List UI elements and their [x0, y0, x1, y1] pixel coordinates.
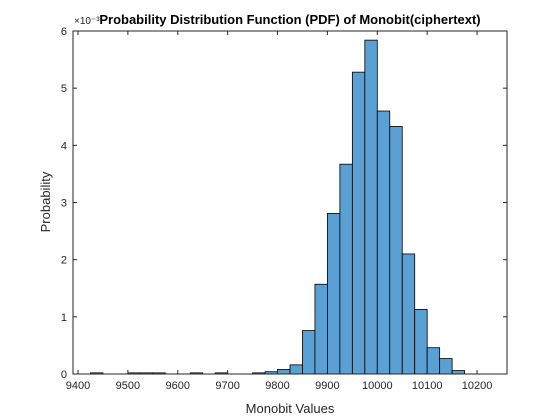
- plot-area-background: [73, 31, 507, 374]
- y-axis-label: Probability: [38, 171, 53, 232]
- x-tick-label: 9900: [315, 380, 339, 392]
- x-tick-label: 9400: [66, 380, 90, 392]
- y-tick-label: 2: [61, 255, 67, 267]
- histogram-bar: [389, 126, 403, 375]
- histogram-bar: [376, 110, 391, 375]
- chart-title: Probability Distribution Function (PDF) …: [99, 12, 480, 27]
- histogram-bar: [339, 163, 353, 375]
- y-axis-ticks: 0 1 2 3 4 5 6: [61, 26, 507, 381]
- y-axis-exponent-label: ×10⁻³: [74, 16, 100, 27]
- histogram-bar: [277, 369, 291, 375]
- histogram-bar: [302, 330, 316, 375]
- histogram-bar: [426, 347, 441, 375]
- y-tick-label: 0: [61, 369, 67, 381]
- x-tick-label: 10100: [412, 380, 443, 392]
- x-tick-label: 10200: [462, 380, 493, 392]
- y-tick-label: 5: [61, 83, 67, 95]
- histogram-bar: [351, 71, 366, 375]
- histogram-bar: [289, 364, 303, 375]
- histogram-bar: [314, 283, 328, 375]
- y-tick-label: 6: [61, 26, 67, 38]
- histogram-bars: [90, 39, 465, 375]
- histogram-bar: [401, 253, 416, 375]
- x-axis-label: Monobit Values: [246, 401, 335, 416]
- y-tick-label: 3: [61, 198, 67, 210]
- histogram-bar: [364, 39, 378, 375]
- x-tick-label: 9500: [116, 380, 140, 392]
- histogram-bar: [414, 309, 428, 375]
- y-tick-label: 4: [61, 140, 67, 152]
- x-tick-label: 10000: [362, 380, 393, 392]
- x-axis-ticks: 9400 9500 9600 9700 9800 9900 10000 10100 10200: [66, 31, 493, 392]
- x-tick-label: 9700: [215, 380, 239, 392]
- histogram-bar: [439, 358, 453, 375]
- x-tick-label: 9600: [166, 380, 190, 392]
- y-tick-label: 1: [61, 312, 67, 324]
- histogram-bar: [327, 212, 341, 375]
- histogram-bar: [451, 370, 465, 375]
- x-tick-label: 9800: [265, 380, 289, 392]
